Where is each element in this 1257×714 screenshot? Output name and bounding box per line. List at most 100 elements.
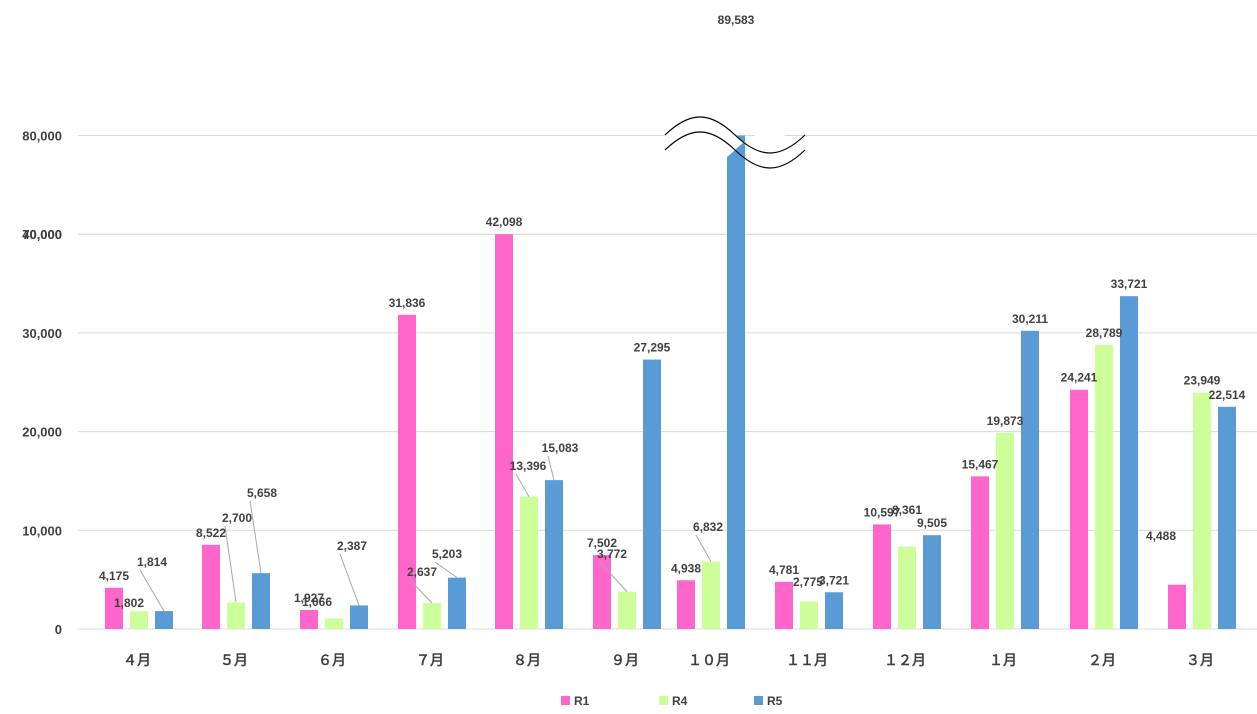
data-label: 24,241 xyxy=(1061,371,1098,385)
bar-r1 xyxy=(971,476,989,629)
bar-r5 xyxy=(155,611,173,629)
bar-r1 xyxy=(105,587,123,629)
bar-r1 xyxy=(1070,389,1088,629)
bar-r1 xyxy=(593,554,611,629)
leader-line xyxy=(515,473,530,498)
bar-r1 xyxy=(495,234,513,629)
leader-line xyxy=(434,561,458,579)
legend-label: R5 xyxy=(767,694,783,708)
x-axis-categories: ４月 ５月 ６月 ７月 ８月 ９月 １０月 １１月 １２月 １月 ２月 ３月 xyxy=(123,652,1214,668)
y-tick-label: 70,000 xyxy=(22,227,62,242)
data-label: 19,873 xyxy=(987,414,1024,428)
x-category-label: ２月 xyxy=(1088,652,1116,668)
y-tick-label: 0 xyxy=(55,622,62,637)
data-label: 3,721 xyxy=(819,573,849,587)
axis-break-line xyxy=(664,116,806,154)
x-category-label: ４月 xyxy=(123,652,151,668)
data-label: 15,467 xyxy=(962,457,999,471)
bar-r1 xyxy=(398,314,416,629)
leader-line xyxy=(339,553,360,606)
legend: R1 R4 R5 xyxy=(561,694,783,708)
bar-r4 xyxy=(1193,392,1211,629)
data-label: 30,211 xyxy=(1012,312,1048,326)
leader-line xyxy=(139,569,165,612)
bar-r1 xyxy=(1168,584,1186,629)
data-label: 4,781 xyxy=(769,563,799,577)
data-label: 13,396 xyxy=(510,459,547,473)
data-label: 5,658 xyxy=(247,486,277,500)
data-label: 33,721 xyxy=(1111,277,1148,291)
x-category-label: ９月 xyxy=(611,652,639,668)
data-label: 6,832 xyxy=(693,520,723,534)
bar-r4 xyxy=(423,602,441,629)
bar-r4 xyxy=(325,618,343,629)
data-label: 2,700 xyxy=(222,511,252,525)
data-label: 1,066 xyxy=(302,595,332,609)
bar-r1 xyxy=(300,609,318,629)
data-label: 15,083 xyxy=(542,441,579,455)
bar-r5 xyxy=(643,359,661,629)
bar-r4 xyxy=(227,602,245,629)
data-label: 5,203 xyxy=(432,547,462,561)
bar-r5 xyxy=(825,592,843,629)
x-category-label: １０月 xyxy=(688,652,730,668)
leader-line xyxy=(599,561,628,593)
x-category-label: １月 xyxy=(989,652,1017,668)
data-label: 1,814 xyxy=(137,555,167,569)
axis-break-mark xyxy=(664,116,806,169)
bar-r1 xyxy=(677,580,695,629)
data-label: 4,488 xyxy=(1146,529,1176,543)
legend-label: R4 xyxy=(672,694,688,708)
leader-line xyxy=(409,579,433,604)
bar-r5 xyxy=(1021,330,1039,629)
bar-r4 xyxy=(898,546,916,629)
data-label: 1,927 xyxy=(294,591,324,605)
leader-lines xyxy=(139,455,712,612)
x-category-label: ６月 xyxy=(318,652,346,668)
bar-r5 xyxy=(1218,406,1236,629)
x-category-label: ５月 xyxy=(220,652,248,668)
axis-break-line xyxy=(664,131,806,169)
data-label: 10,597 xyxy=(864,505,901,519)
y-tick-label: 30,000 xyxy=(22,326,62,341)
bar-r5 xyxy=(1120,296,1138,629)
bar-r5 xyxy=(545,480,563,629)
legend-swatch xyxy=(561,696,570,705)
axis-break-fill xyxy=(665,117,805,168)
leader-line xyxy=(224,525,237,603)
y-tick-label: 80,000 xyxy=(22,129,62,144)
bar-r5 xyxy=(448,577,466,629)
x-category-label: ８月 xyxy=(513,652,541,668)
data-label: 31,836 xyxy=(389,296,426,310)
bar-r1 xyxy=(775,581,793,629)
leader-line xyxy=(695,534,712,562)
data-label: 27,295 xyxy=(634,341,671,355)
bar-r5 xyxy=(252,573,270,629)
data-label: 4,175 xyxy=(99,569,129,583)
x-category-label: １１月 xyxy=(786,652,828,668)
leader-line xyxy=(249,500,262,574)
bar-r4 xyxy=(702,561,720,629)
data-label: 2,387 xyxy=(337,539,367,553)
y-tick-label: 40,000 xyxy=(22,227,62,242)
legend-swatch xyxy=(754,696,763,705)
bar-r5 xyxy=(727,135,745,629)
bar-r4 xyxy=(996,432,1014,629)
data-label: 3,772 xyxy=(597,547,627,561)
data-label: 8,361 xyxy=(892,503,922,517)
data-label: 23,949 xyxy=(1184,374,1221,388)
data-label: 9,505 xyxy=(917,516,947,530)
bar-r4 xyxy=(130,611,148,629)
leader-line xyxy=(547,455,555,481)
x-category-label: １２月 xyxy=(884,652,926,668)
data-label: 7,502 xyxy=(587,536,617,550)
data-label: 2,637 xyxy=(407,565,437,579)
bar-r1 xyxy=(873,524,891,629)
data-label: 22,514 xyxy=(1209,388,1246,402)
gridlines xyxy=(78,135,1257,630)
legend-swatch xyxy=(659,696,668,705)
bars xyxy=(105,135,1236,629)
